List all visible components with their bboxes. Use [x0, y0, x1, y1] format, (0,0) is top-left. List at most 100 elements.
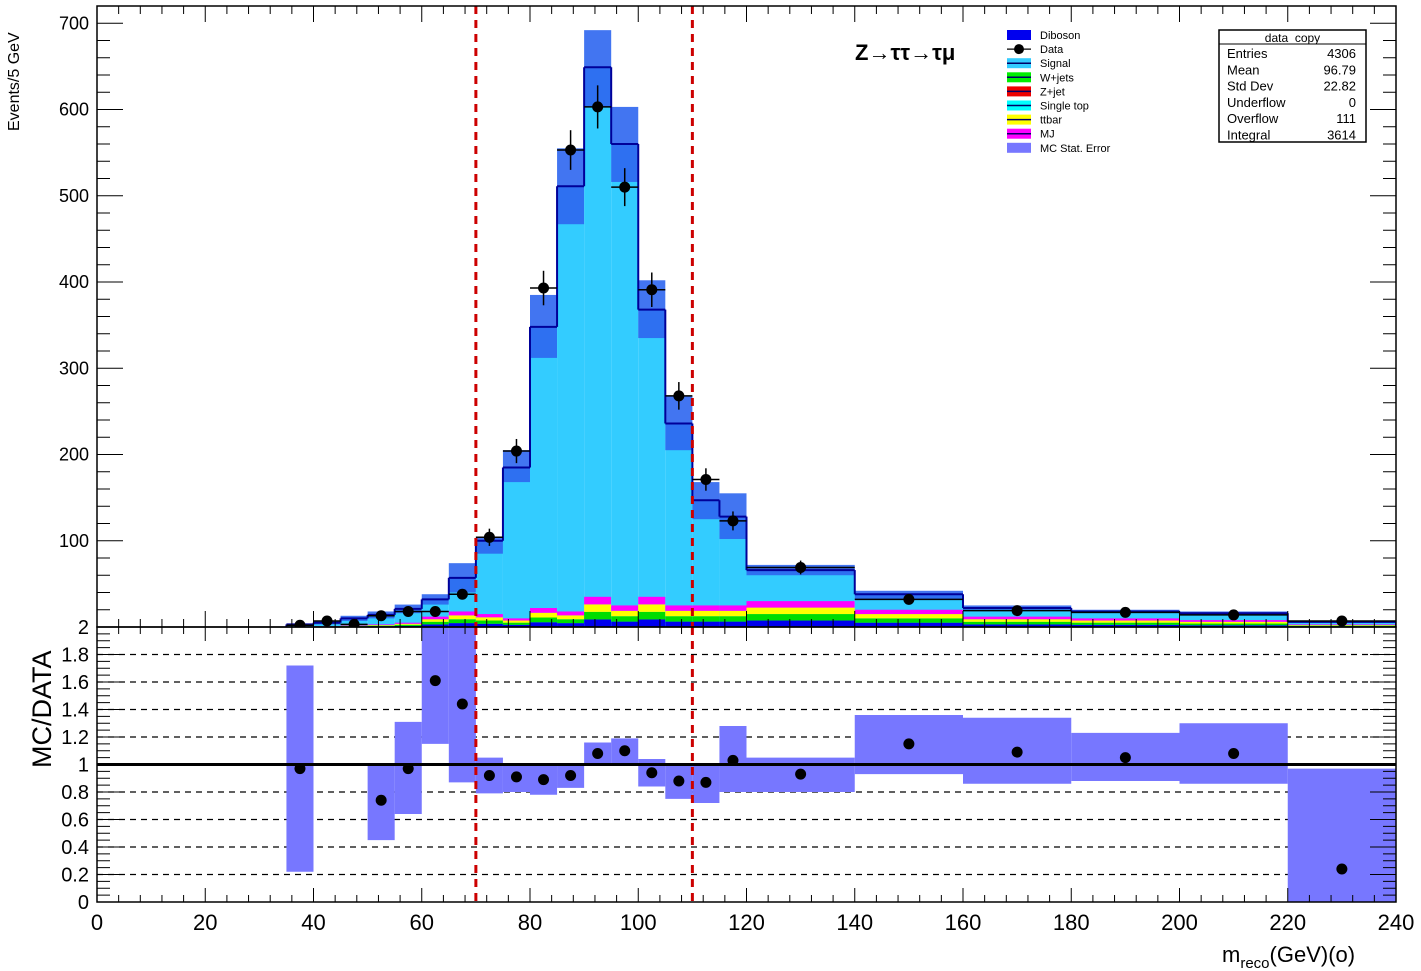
ratio-point [700, 776, 712, 788]
ratio-point [483, 770, 495, 781]
ratio-point [429, 675, 441, 687]
background-bar [746, 601, 855, 608]
background-bar [530, 608, 558, 613]
y-tick-label: 0.4 [61, 837, 89, 859]
stats-label: Underflow [1227, 95, 1286, 110]
background-bar [963, 619, 1072, 622]
background-bar [448, 611, 476, 616]
ratio-point [673, 775, 685, 787]
ratio-point [646, 767, 658, 779]
background-bar [854, 609, 963, 615]
background-bar [963, 616, 1072, 620]
ratio-point [456, 698, 468, 710]
x-tick-label: 20 [193, 910, 217, 935]
data-point [510, 445, 522, 457]
signal-bar [665, 423, 693, 627]
background-bar [1179, 620, 1288, 622]
y-tick-label: 1 [78, 755, 89, 777]
legend-label: Single top [1040, 101, 1089, 113]
background-bar [394, 623, 422, 625]
stats-label: Overflow [1227, 111, 1279, 126]
y-tick-label: 200 [59, 445, 89, 465]
signal-bar [530, 326, 558, 627]
x-tick-label: 120 [728, 910, 765, 935]
background-bar [746, 614, 855, 621]
background-bar [611, 621, 639, 627]
signal-bar [502, 467, 530, 627]
background-bar [638, 604, 666, 612]
x-tick-label: 200 [1161, 910, 1198, 935]
x-tick-label: 40 [301, 910, 325, 935]
data-point [565, 144, 577, 156]
signal-bar [394, 608, 422, 627]
x-tick-label: 180 [1053, 910, 1090, 935]
background-bar [502, 618, 530, 621]
data-point [795, 561, 807, 573]
stats-box-title: data_copy [1265, 31, 1320, 45]
data-point [619, 181, 631, 193]
x-tick-label: 140 [836, 910, 873, 935]
axes: 0 20 40 60 80 100 120 140 160 180 200 220 2401002003… [59, 5, 1414, 935]
y-tick-label: 600 [59, 100, 89, 120]
background-bar [746, 607, 855, 615]
data-point [903, 593, 915, 605]
ratio-error-band [1287, 768, 1396, 902]
y-tick-label: 1.2 [61, 727, 89, 749]
ratio-point [1119, 752, 1131, 764]
legend-marker [1014, 44, 1024, 55]
background-bar [692, 621, 720, 627]
y-tick-label: 0.2 [61, 865, 89, 887]
background-bar [421, 616, 449, 620]
background-bar [963, 621, 1072, 625]
x-tick-label: 0 [91, 910, 103, 935]
legend-swatch [1007, 142, 1031, 153]
stats-value: 111 [1336, 111, 1356, 126]
background-bar [665, 621, 693, 627]
background-bar [1071, 624, 1180, 627]
y-tick-label: 0.6 [61, 810, 89, 832]
signal-bar [584, 67, 612, 627]
background-bar [530, 617, 558, 623]
y-tick-label: 0.8 [61, 782, 89, 804]
ratio-point [294, 763, 306, 775]
background-bar [611, 610, 639, 617]
background-bar [530, 622, 558, 627]
background-bar [692, 610, 720, 617]
background-bar [638, 596, 666, 605]
data-point [538, 282, 550, 294]
y-tick-label: 100 [59, 531, 89, 551]
legend: Diboson Data Signal W+jets Z+jet Single top tt… [1007, 30, 1111, 155]
background-bar [611, 616, 639, 622]
y-tick-label: 0 [78, 892, 89, 914]
x-tick-label: 100 [620, 910, 657, 935]
ratio-plot [97, 627, 1396, 902]
x-tick-label: 80 [518, 910, 542, 935]
data-point [700, 474, 712, 486]
y-tick-label: 1.8 [61, 645, 89, 667]
stats-label: Integral [1227, 128, 1270, 143]
x-tick-label: 160 [945, 910, 982, 935]
data-point [673, 390, 685, 402]
ratio-point [402, 763, 414, 775]
background-bar [854, 614, 963, 619]
background-bar [394, 622, 422, 624]
background-bar [421, 619, 449, 622]
data-point [1011, 605, 1023, 617]
background-bar [557, 615, 585, 620]
background-bar [719, 605, 747, 611]
ratio-point [1228, 748, 1240, 759]
legend-label: Signal [1040, 58, 1071, 70]
background-bar [475, 614, 503, 618]
signal-bar [611, 144, 639, 627]
background-bar [502, 620, 530, 623]
background-bar [475, 623, 503, 627]
data-point [321, 615, 333, 627]
background-bar [854, 622, 963, 627]
stats-label: Mean [1227, 62, 1260, 77]
background-bar [475, 617, 503, 621]
ratio-point [510, 771, 522, 783]
stats-label: Entries [1227, 46, 1268, 61]
background-bar [557, 623, 585, 627]
background-bar [1071, 622, 1180, 625]
data-point [646, 284, 658, 296]
